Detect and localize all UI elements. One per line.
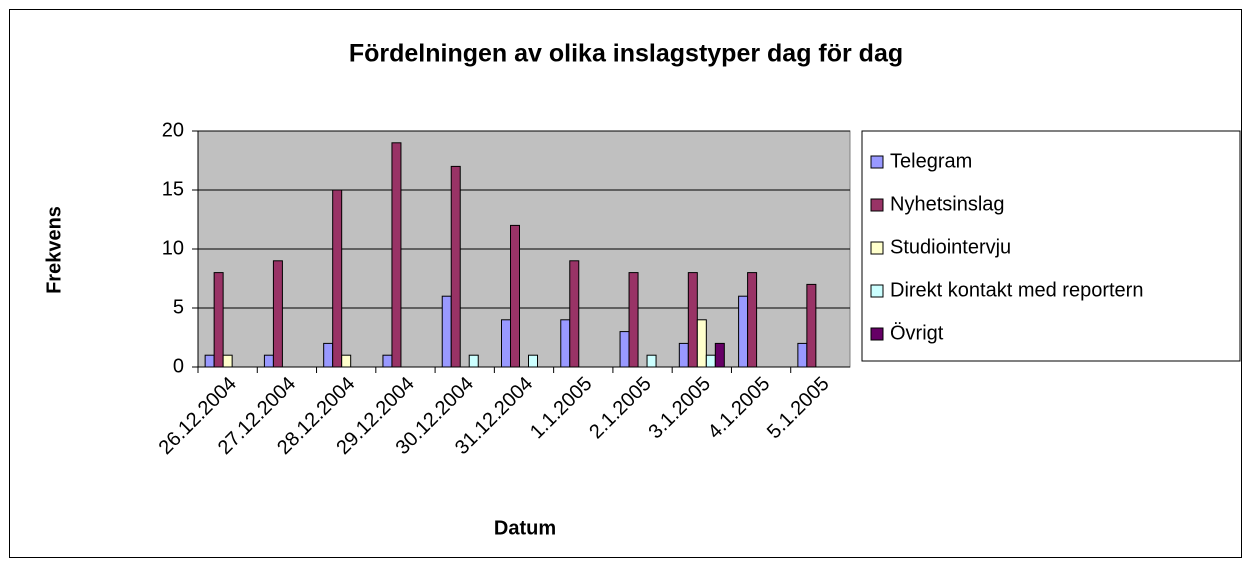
bar [747, 272, 758, 368]
chart-title: Fördelningen av olika inslagstyper dag f… [349, 40, 903, 68]
legend-swatch [870, 241, 884, 255]
y-tick-label: 0 [173, 355, 184, 377]
bar [441, 295, 452, 368]
bar [510, 224, 520, 368]
bar [560, 319, 571, 368]
bar [263, 354, 274, 368]
bar [619, 331, 630, 368]
bar [272, 260, 283, 368]
legend-swatch [870, 327, 884, 341]
bar [323, 342, 334, 368]
bar [646, 354, 657, 368]
bar [738, 295, 749, 368]
y-tick-label: 15 [162, 178, 184, 200]
bar [696, 319, 707, 368]
bar [806, 283, 817, 368]
bar [382, 354, 393, 368]
bar [341, 354, 352, 368]
bar [391, 142, 402, 368]
y-tick-label: 10 [162, 237, 184, 259]
bar [628, 272, 639, 368]
legend-label: Övrigt [890, 322, 944, 344]
legend-swatch [870, 155, 884, 169]
bar [204, 354, 215, 368]
x-axis-label: Datum [494, 517, 556, 539]
bar [678, 342, 689, 368]
bar [528, 354, 538, 368]
y-tick-label: 5 [173, 296, 184, 318]
legend-label: Nyhetsinslag [890, 193, 1005, 215]
legend-label: Direkt kontakt med reportern [890, 279, 1143, 301]
bar [714, 342, 725, 368]
legend-box [861, 130, 1241, 362]
bar [687, 272, 698, 368]
bar [797, 342, 808, 368]
bar [501, 319, 511, 368]
legend-label: Telegram [890, 150, 972, 172]
bar [705, 354, 716, 368]
bar [468, 354, 479, 368]
bar [332, 189, 343, 368]
legend-swatch [870, 198, 884, 212]
y-axis-label: Frekvens [43, 206, 65, 294]
bar [222, 354, 233, 368]
bar [450, 165, 461, 368]
legend-label: Studiointervju [890, 236, 1011, 258]
y-tick-label: 20 [162, 119, 184, 141]
legend-swatch [870, 284, 884, 298]
bar [213, 272, 224, 368]
bar [569, 260, 580, 368]
